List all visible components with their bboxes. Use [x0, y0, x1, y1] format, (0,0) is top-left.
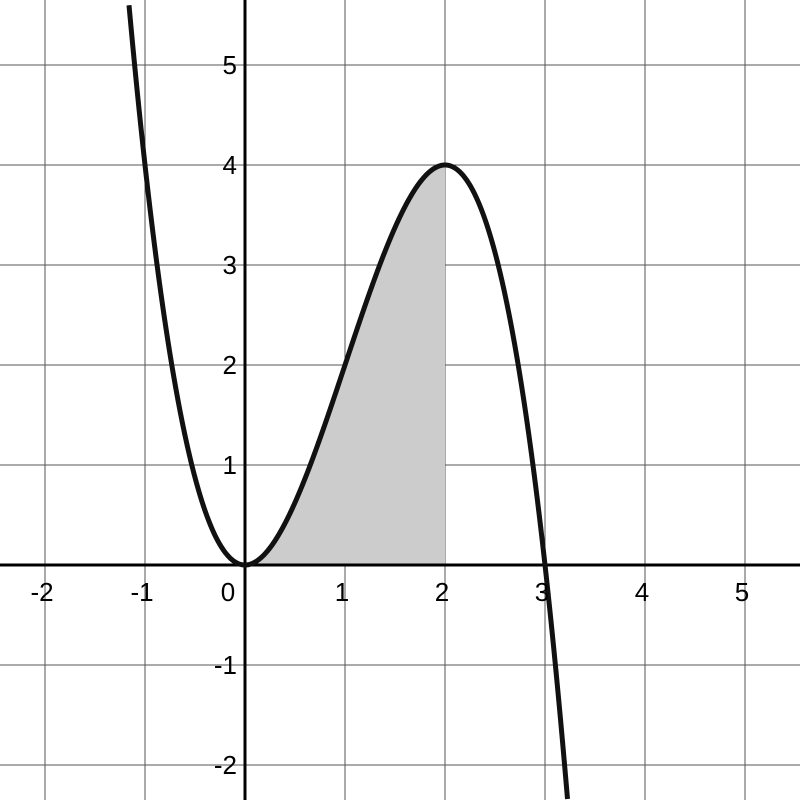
x-tick-label: -2 — [30, 577, 53, 607]
y-tick-label: 2 — [223, 350, 237, 380]
x-tick-label: 4 — [635, 577, 649, 607]
y-tick-label: -1 — [214, 650, 237, 680]
y-tick-label: 3 — [223, 250, 237, 280]
x-tick-label: -1 — [130, 577, 153, 607]
x-tick-label: 0 — [221, 577, 235, 607]
x-tick-label: 3 — [535, 577, 549, 607]
y-tick-label: -2 — [214, 750, 237, 780]
x-tick-label: 1 — [335, 577, 349, 607]
y-tick-label: 1 — [223, 450, 237, 480]
y-tick-label: 5 — [223, 50, 237, 80]
y-tick-label: 4 — [223, 150, 237, 180]
x-tick-label: 2 — [435, 577, 449, 607]
x-tick-label: 5 — [735, 577, 749, 607]
tick-labels: -2 -1 0 1 2 3 4 5 -2 -1 1 2 3 4 5 — [30, 50, 749, 780]
function-curve — [126, 5, 570, 800]
